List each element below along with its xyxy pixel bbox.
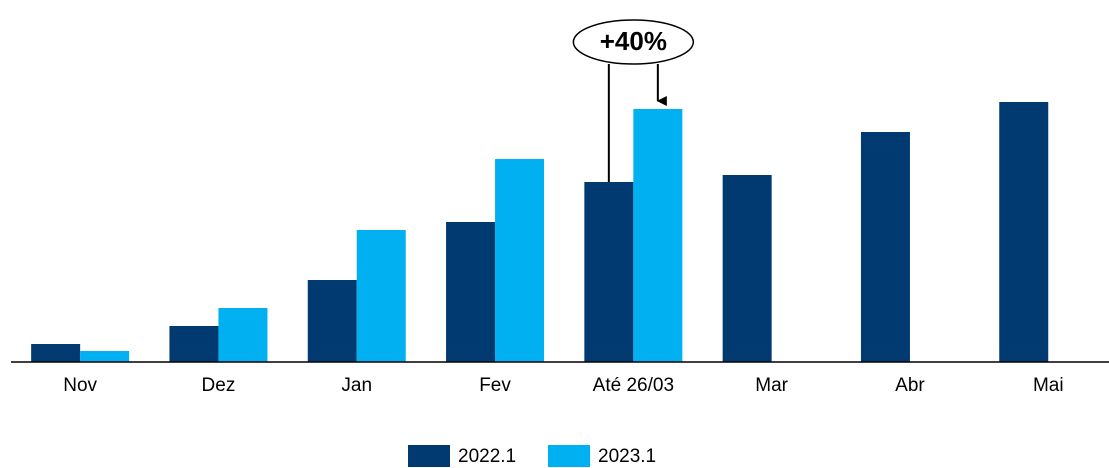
x-tick-label: Mar — [755, 375, 788, 396]
x-tick-label: Até 26/03 — [593, 375, 674, 396]
bar — [446, 222, 496, 362]
x-tick-label: Mai — [1033, 375, 1064, 396]
bar — [999, 102, 1049, 362]
bar — [495, 159, 545, 362]
x-tick-label: Dez — [202, 375, 236, 396]
x-tick-label: Jan — [341, 375, 372, 396]
bar — [169, 326, 219, 362]
bar — [584, 182, 634, 362]
bar — [80, 351, 130, 362]
bar — [356, 230, 406, 362]
x-tick-label: Fev — [479, 375, 511, 396]
bar — [218, 308, 268, 362]
legend-label: 2022.1 — [458, 446, 516, 467]
x-tick-label: Nov — [63, 375, 97, 396]
bar — [633, 109, 683, 362]
bar — [31, 344, 81, 362]
x-tick-label: Abr — [895, 375, 925, 396]
bar — [860, 132, 910, 362]
bar — [722, 175, 772, 362]
legend-swatch — [548, 445, 590, 467]
legend-swatch — [408, 445, 450, 467]
legend-label: 2023.1 — [598, 446, 656, 467]
bar — [307, 280, 357, 362]
annotation-bubble — [572, 19, 695, 65]
annotation-text: +40% — [600, 26, 667, 56]
